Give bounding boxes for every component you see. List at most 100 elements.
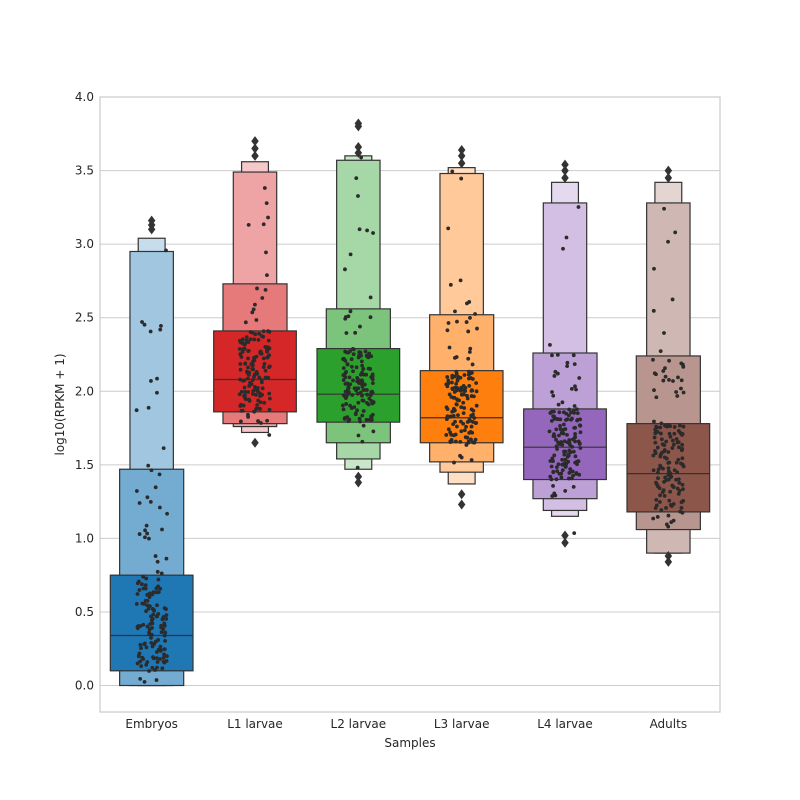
strip-point	[357, 416, 362, 421]
strip-point	[667, 377, 671, 382]
strip-point	[551, 484, 555, 488]
strip-point	[162, 633, 167, 638]
strip-point	[243, 395, 247, 400]
strip-point	[144, 523, 149, 528]
strip-point	[147, 536, 151, 541]
strip-point	[651, 516, 656, 521]
strip-point	[467, 350, 472, 354]
strip-point	[354, 387, 359, 392]
strip-point	[470, 362, 475, 367]
strip-point	[470, 440, 475, 445]
strip-point	[675, 394, 680, 398]
strip-point	[558, 423, 562, 428]
strip-point	[346, 419, 351, 423]
strip-point	[560, 457, 565, 462]
strip-point	[458, 439, 463, 444]
strip-point	[248, 337, 253, 342]
strip-point	[256, 338, 261, 342]
strip-point	[153, 554, 158, 558]
strip-point	[470, 388, 475, 393]
strip-point	[364, 372, 369, 377]
strip-point	[346, 382, 351, 387]
strip-point	[367, 351, 372, 356]
strip-point	[473, 312, 477, 316]
strip-point	[572, 404, 577, 408]
strip-point	[140, 582, 144, 587]
strip-point	[452, 408, 457, 413]
strip-point	[134, 408, 139, 413]
y-tick-label: 2.5	[75, 311, 94, 325]
strip-point	[360, 413, 365, 418]
strip-point	[556, 402, 561, 407]
y-tick-label: 3.0	[75, 237, 94, 251]
strip-point	[452, 355, 457, 360]
strip-point	[453, 309, 457, 314]
strip-point	[263, 368, 268, 373]
strip-point	[149, 618, 154, 623]
boxen-group	[316, 118, 401, 488]
strip-point	[661, 369, 666, 373]
strip-point	[563, 457, 568, 462]
strip-point	[258, 394, 262, 399]
strip-point	[243, 390, 248, 394]
strip-point	[655, 445, 660, 450]
strip-point	[359, 155, 364, 160]
strip-point	[348, 309, 353, 314]
strip-point	[344, 402, 349, 406]
strip-point	[354, 176, 359, 181]
strip-point	[161, 446, 166, 451]
strip-point	[157, 505, 162, 510]
strip-point	[568, 450, 573, 454]
strip-point	[672, 425, 677, 429]
strip-point	[556, 462, 561, 467]
strip-point	[578, 446, 583, 450]
strip-point	[678, 509, 683, 514]
strip-point	[135, 592, 140, 596]
outlier-marker	[664, 551, 673, 562]
y-tick-label: 4.0	[75, 90, 94, 104]
strip-point	[668, 434, 673, 439]
strip-point	[357, 227, 362, 232]
strip-point	[146, 463, 151, 468]
strip-point	[357, 350, 362, 355]
strip-point	[474, 389, 479, 394]
strip-point	[666, 450, 671, 454]
strip-point	[345, 362, 350, 366]
box-layer	[109, 118, 711, 687]
strip-point	[558, 427, 563, 432]
outlier-marker	[561, 159, 569, 170]
strip-point	[364, 417, 369, 422]
strip-point	[666, 513, 671, 518]
strip-point	[553, 369, 558, 374]
x-axis-label: Samples	[384, 736, 435, 750]
strip-point	[562, 452, 567, 457]
strip-point	[348, 403, 352, 408]
strip-point	[358, 324, 362, 329]
strip-point	[155, 559, 160, 564]
strip-point	[571, 484, 576, 489]
strip-point	[359, 359, 364, 364]
strip-point	[667, 431, 672, 436]
strip-point	[136, 624, 141, 628]
strip-point	[670, 438, 675, 443]
strip-point	[343, 316, 348, 321]
strip-point	[466, 439, 471, 444]
strip-point	[551, 414, 556, 419]
strip-point	[253, 332, 258, 337]
strip-point	[246, 415, 251, 419]
strip-point	[147, 632, 152, 637]
strip-point	[458, 375, 463, 380]
strip-point	[144, 576, 149, 581]
strip-point	[659, 421, 664, 426]
strip-point	[153, 485, 158, 490]
strip-point	[563, 489, 568, 493]
strip-point	[244, 338, 249, 343]
strip-point	[651, 468, 656, 473]
strip-point	[162, 652, 166, 657]
strip-point	[672, 431, 677, 436]
strip-point	[464, 424, 468, 429]
strip-point	[265, 273, 269, 278]
strip-point	[571, 449, 576, 454]
strip-point	[549, 477, 554, 482]
strip-point	[657, 486, 662, 491]
